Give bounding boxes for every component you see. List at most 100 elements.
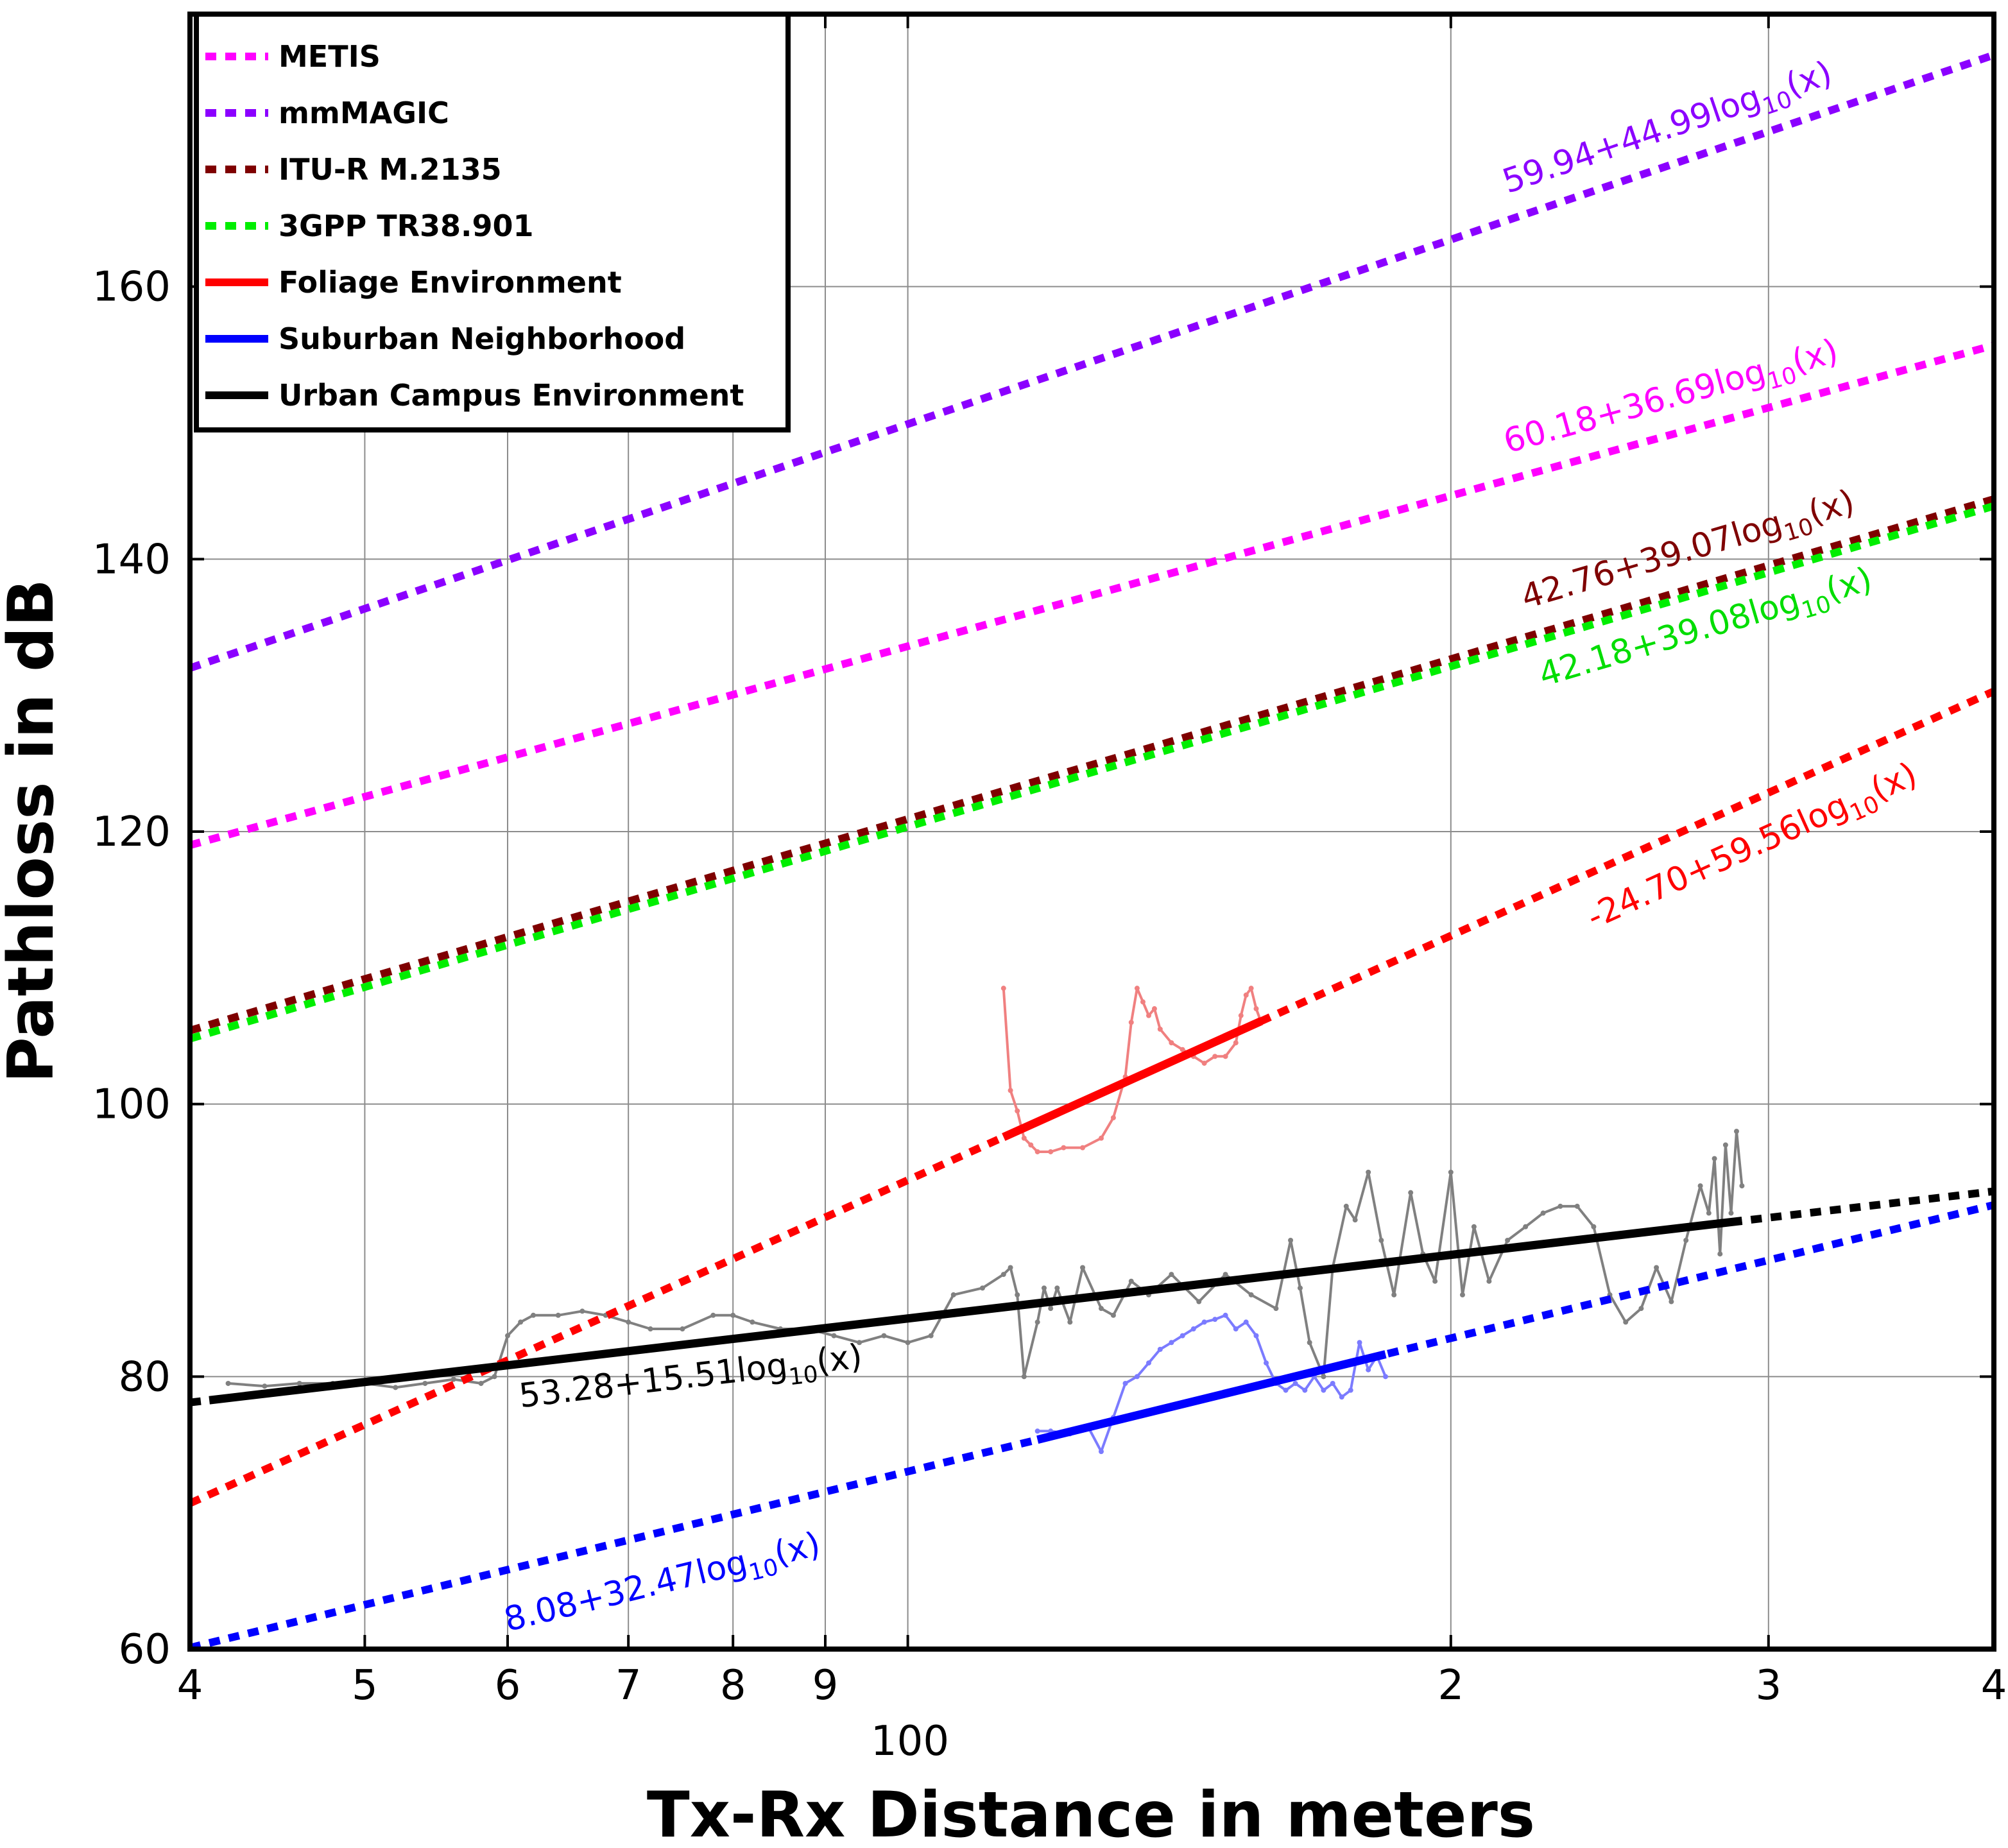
foliage-environment-measured-point bbox=[1253, 1006, 1259, 1012]
suburban-neighborhood-measured-point bbox=[1264, 1360, 1269, 1366]
foliage-environment-measured-point bbox=[1034, 1149, 1040, 1154]
suburban-neighborhood-measured-point bbox=[1212, 1317, 1218, 1322]
suburban-neighborhood-measured-point bbox=[1253, 1333, 1259, 1339]
foliage-environment-fit-line bbox=[1002, 1017, 1263, 1141]
urban-campus-environment-measured-point bbox=[1110, 1312, 1116, 1318]
urban-campus-environment-measured-point bbox=[225, 1380, 231, 1386]
urban-campus-environment-measured-point bbox=[730, 1312, 736, 1318]
urban-campus-environment-measured-point bbox=[1021, 1374, 1027, 1380]
y-tick-label: 120 bbox=[92, 809, 171, 856]
foliage-environment-measured-point bbox=[1028, 1142, 1034, 1148]
legend: METIS mmMAGIC ITU-R M.2135 3GPP TR38.901 Fol… bbox=[194, 12, 791, 432]
urban-campus-environment-measured-point bbox=[518, 1319, 524, 1325]
x-tick-label: 3 bbox=[1755, 1662, 1781, 1709]
plot-area bbox=[190, 51, 1994, 1649]
x-tick-label: 5 bbox=[352, 1662, 378, 1709]
urban-campus-environment-measured-point bbox=[1273, 1306, 1279, 1312]
suburban-neighborhood-measured-point bbox=[1321, 1387, 1326, 1393]
urban-campus-environment-measured-point bbox=[1098, 1306, 1104, 1312]
y-tick-label: 160 bbox=[92, 264, 171, 311]
urban-campus-environment-measured-point bbox=[1378, 1238, 1384, 1243]
suburban-neighborhood-measured-point bbox=[1098, 1449, 1104, 1455]
legend-label-suburban-neighborhood: Suburban Neighborhood bbox=[279, 321, 685, 356]
urban-campus-environment-measured-point bbox=[1366, 1169, 1371, 1175]
x-tick-label: 6 bbox=[495, 1662, 521, 1709]
urban-campus-environment-measured-point bbox=[1574, 1203, 1580, 1209]
foliage-environment-measured-point bbox=[1021, 1135, 1027, 1141]
foliage-environment-measured-point bbox=[1243, 992, 1249, 998]
suburban-neighborhood-measured-point bbox=[1223, 1312, 1228, 1318]
metis-dotted-line bbox=[190, 341, 1994, 850]
suburban-neighborhood-measured-point bbox=[1146, 1360, 1151, 1366]
urban-campus-environment-measured-point bbox=[1008, 1265, 1013, 1270]
legend-label-itu-r-m-2135: ITU-R M.2135 bbox=[279, 152, 502, 187]
urban-campus-environment-measured-point bbox=[1169, 1272, 1174, 1278]
urban-campus-environment-measured-point bbox=[296, 1380, 302, 1386]
suburban-neighborhood-measured-point bbox=[1243, 1319, 1249, 1325]
legend-label-metis: METIS bbox=[279, 39, 381, 74]
urban-campus-environment-measured-point bbox=[1712, 1156, 1717, 1161]
y-tick-label: 80 bbox=[119, 1353, 171, 1401]
urban-campus-environment-measured-point bbox=[1196, 1299, 1202, 1305]
urban-campus-environment-measured-point bbox=[1408, 1190, 1414, 1195]
urban-campus-environment-measured-point bbox=[1654, 1265, 1660, 1270]
urban-campus-environment-measured-point bbox=[451, 1376, 456, 1382]
urban-campus-environment-measured-point bbox=[1471, 1224, 1477, 1229]
urban-campus-environment-measured-point bbox=[950, 1292, 956, 1297]
urban-campus-environment-measured-point bbox=[905, 1340, 911, 1346]
suburban-neighborhood-measured-point bbox=[1034, 1428, 1040, 1434]
urban-campus-environment-measured-point bbox=[1459, 1292, 1465, 1297]
urban-campus-environment-measured-point bbox=[1505, 1238, 1511, 1243]
urban-campus-environment-measured-point bbox=[1288, 1238, 1294, 1243]
foliage-environment-measured-point bbox=[1134, 986, 1140, 991]
urban-campus-environment-measured-point bbox=[1623, 1319, 1629, 1325]
urban-campus-environment-measured-point bbox=[1000, 1272, 1006, 1278]
urban-campus-environment-measured-point bbox=[928, 1333, 934, 1339]
urban-campus-environment-measured-point bbox=[881, 1333, 887, 1339]
suburban-neighborhood-measured-point bbox=[1157, 1346, 1163, 1352]
foliage-environment-measured-point bbox=[1061, 1145, 1067, 1151]
urban-campus-environment-measured-point bbox=[1015, 1292, 1020, 1297]
urban-campus-environment-measured-point bbox=[262, 1383, 268, 1389]
foliage-environment-measured-point bbox=[1201, 1060, 1207, 1066]
urban-campus-environment-measured-point bbox=[1041, 1285, 1047, 1291]
urban-campus-environment-measured-point bbox=[1540, 1210, 1546, 1216]
urban-campus-environment-measured-point bbox=[1706, 1210, 1712, 1216]
3gpp-tr38-901-dotted-line bbox=[190, 502, 1994, 1043]
foliage-environment-measured-point bbox=[1212, 1054, 1218, 1059]
x-tick-labels: 4 5 6 7 8 9 2 3 4 bbox=[177, 1662, 2007, 1709]
urban-campus-environment-measured-point bbox=[1722, 1142, 1728, 1148]
foliage-environment-measured-point bbox=[1000, 986, 1006, 991]
suburban-neighborhood-measured-point bbox=[1201, 1319, 1207, 1325]
urban-campus-environment-measured-point bbox=[1048, 1306, 1054, 1312]
foliage-environment-measured-point bbox=[1015, 1108, 1020, 1114]
urban-campus-environment-measured-point bbox=[1523, 1224, 1529, 1229]
suburban-neighborhood-measured-point bbox=[1190, 1326, 1196, 1332]
urban-campus-environment-measured-point bbox=[1486, 1278, 1492, 1284]
urban-campus-environment-measured-point bbox=[504, 1333, 510, 1339]
urban-campus-environment-measured-point bbox=[531, 1312, 536, 1318]
urban-campus-environment-measured-point bbox=[422, 1380, 428, 1386]
legend-box bbox=[194, 12, 791, 432]
urban-campus-environment-measured-point bbox=[626, 1319, 631, 1325]
foliage-environment-measured-point bbox=[1169, 1040, 1174, 1046]
y-tick-label: 100 bbox=[92, 1081, 171, 1129]
itu-r-m-2135-dotted-line bbox=[190, 495, 1994, 1034]
urban-campus-environment-measured-point bbox=[1128, 1278, 1134, 1284]
urban-campus-environment-measured-point bbox=[478, 1380, 484, 1386]
suburban-neighborhood-measured-point bbox=[1122, 1380, 1128, 1386]
urban-campus-environment-measured-point bbox=[1391, 1292, 1397, 1297]
urban-campus-environment-measured-point bbox=[1067, 1319, 1073, 1325]
urban-campus-environment-measured-point bbox=[555, 1312, 561, 1318]
suburban-neighborhood-measured-point bbox=[1233, 1326, 1239, 1332]
y-tick-labels: 60 80 100 120 140 160 bbox=[92, 264, 171, 1673]
foliage-environment-measured-point bbox=[1223, 1054, 1228, 1059]
foliage-environment-measured-point bbox=[1048, 1149, 1054, 1154]
legend-label-foliage-environment: Foliage Environment bbox=[279, 265, 622, 300]
urban-campus-environment-measured-point bbox=[1638, 1306, 1644, 1312]
urban-campus-environment-measured-point bbox=[1343, 1203, 1349, 1209]
suburban-neighborhood-measured-point bbox=[1348, 1387, 1353, 1393]
urban-campus-environment-measured-point bbox=[1683, 1238, 1689, 1243]
x-tick-label: 4 bbox=[1981, 1662, 2007, 1709]
